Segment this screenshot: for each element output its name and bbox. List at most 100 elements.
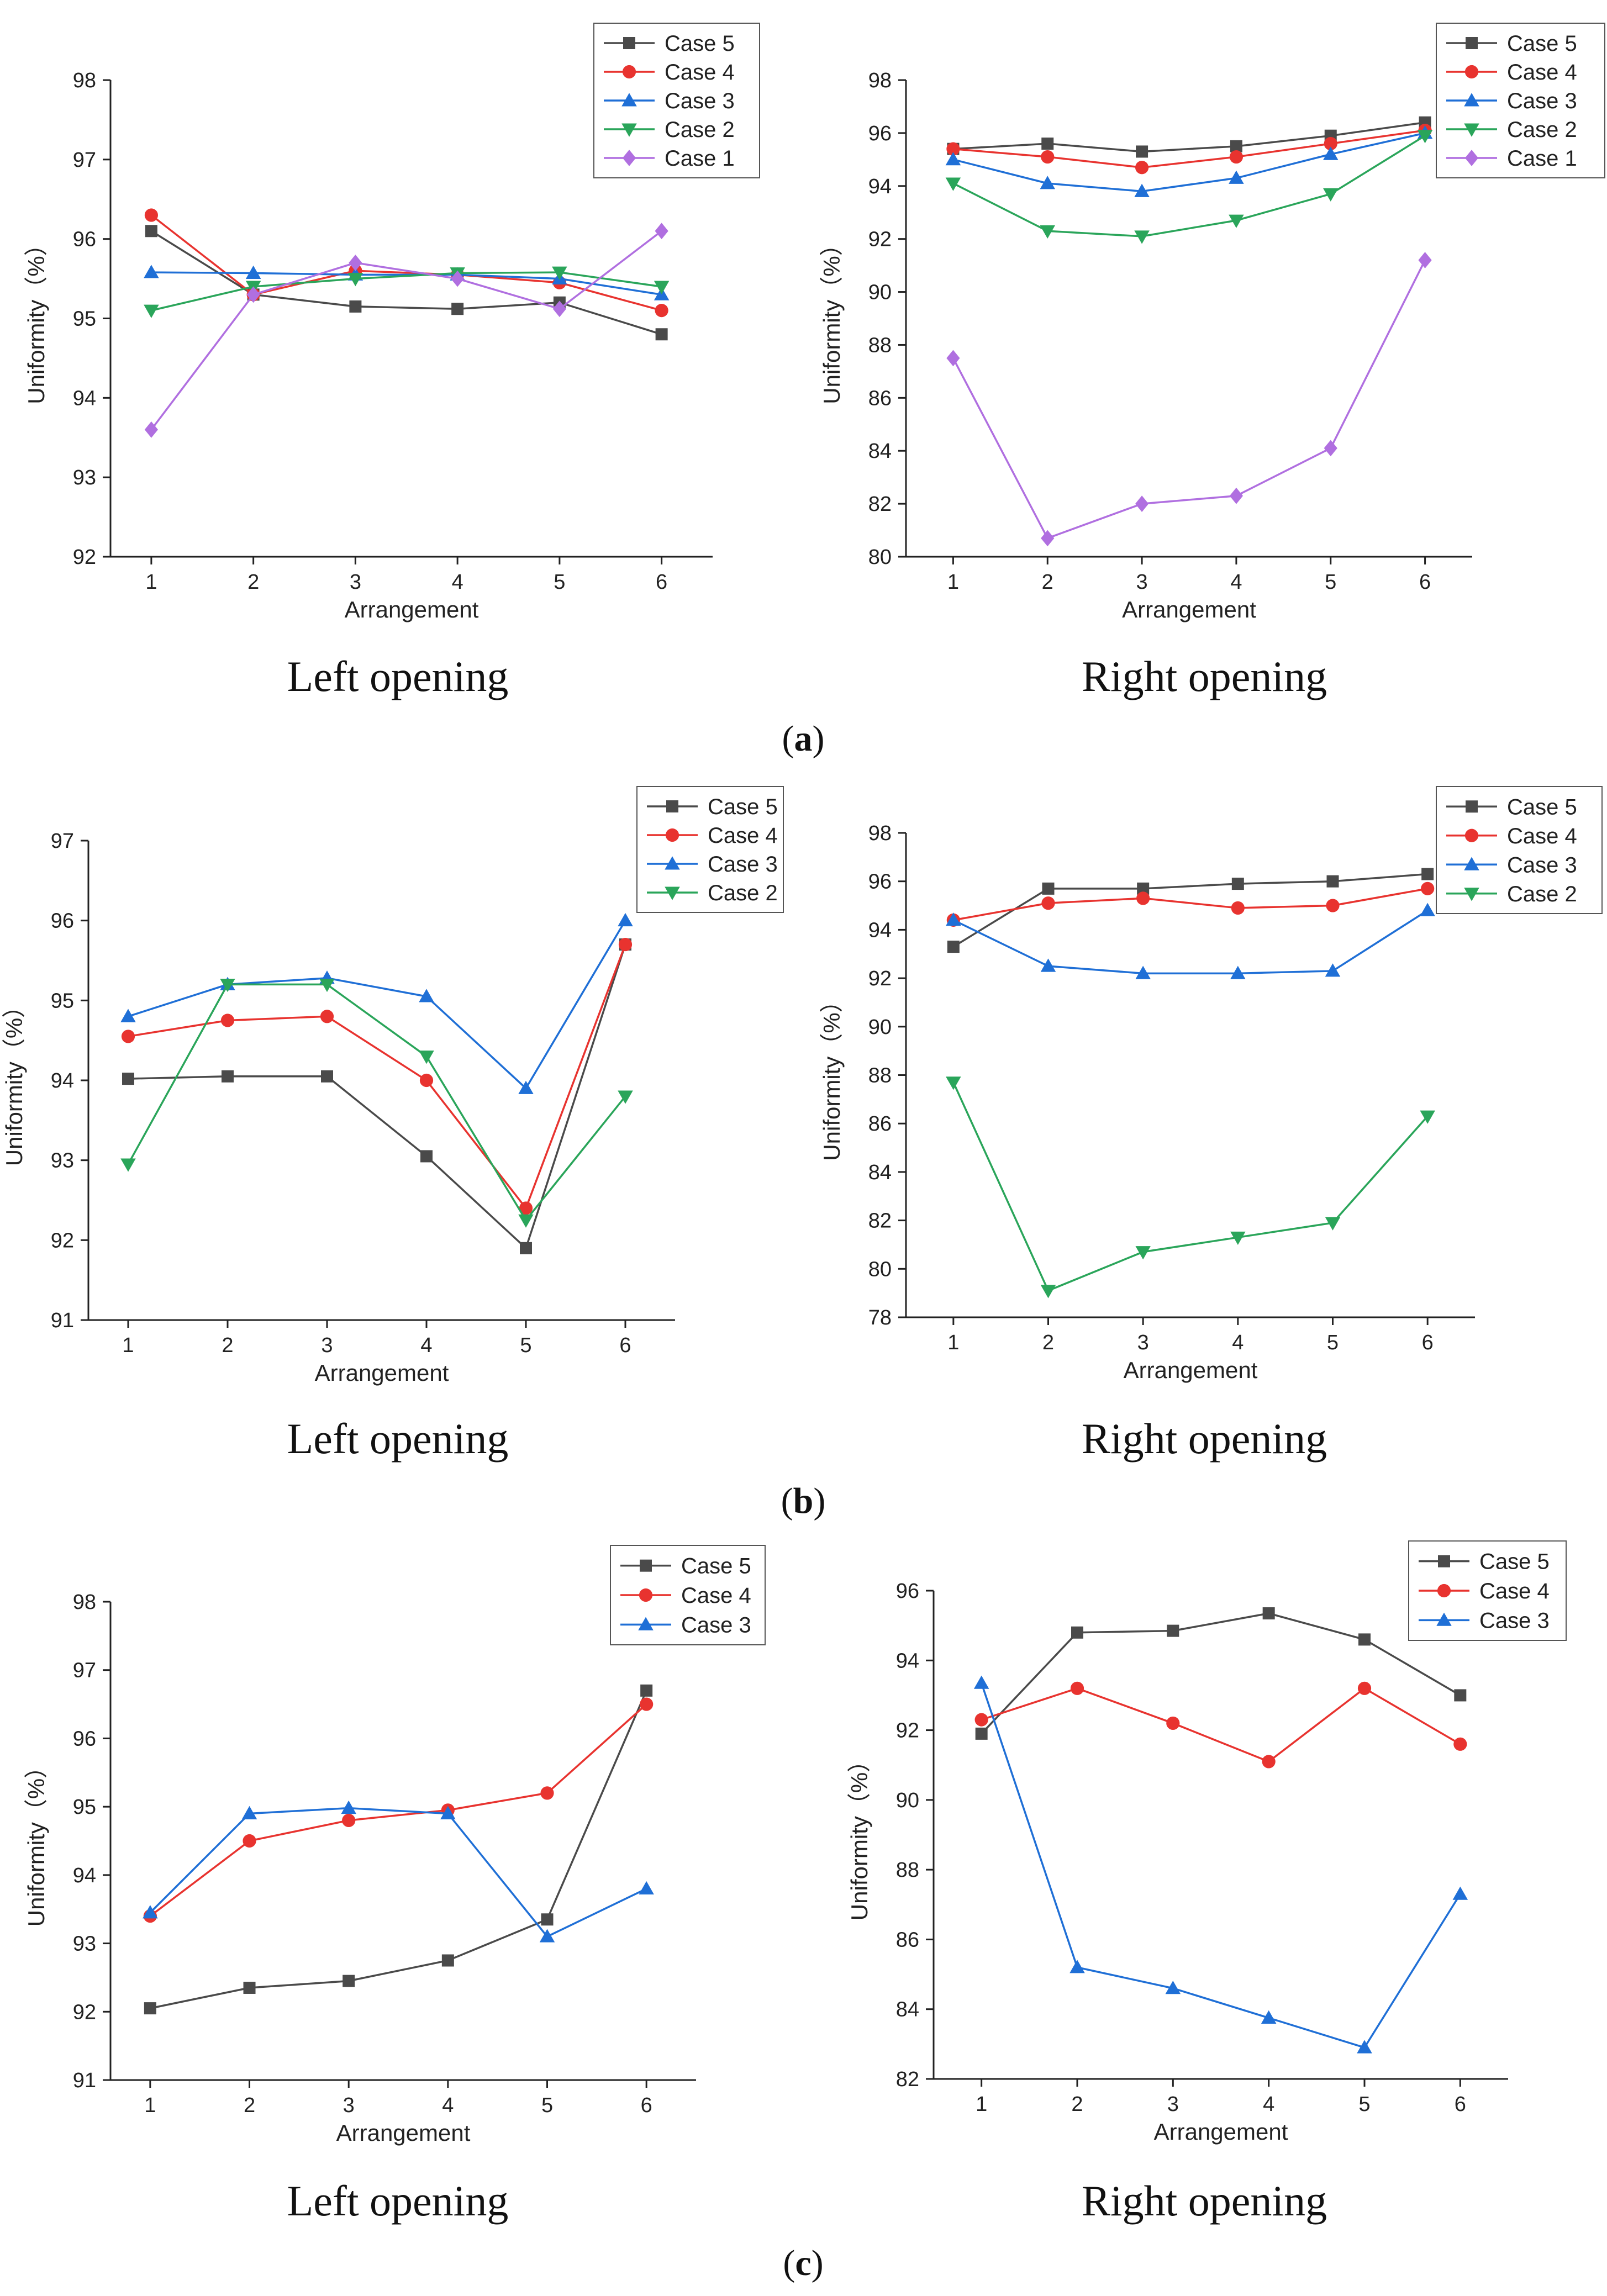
c-left-ytick-label: 94 (73, 1864, 96, 1887)
b-right-point-case5 (1326, 875, 1339, 888)
c-right-point-case4 (1070, 1681, 1084, 1695)
b-right-point-case2 (1420, 1110, 1435, 1124)
b-right-ytick-label: 92 (868, 967, 892, 990)
b-left-xlabel: Arrangement (315, 1360, 449, 1386)
b-left-point-case4 (320, 1010, 334, 1023)
caption-c-left: Left opening (287, 2177, 509, 2225)
panel-label-b-letter: b (793, 1481, 814, 1521)
a-left-ytick-label: 97 (73, 149, 96, 172)
c-right-point-case4 (1357, 1681, 1372, 1695)
a-right-ylabel: Uniformity（%） (819, 233, 845, 404)
c-right-legend-label: Case 3 (1479, 1608, 1550, 1633)
c-left-point-case3 (639, 1881, 654, 1895)
c-left-xtick-label: 3 (343, 2094, 355, 2117)
c-left-point-case3 (539, 1929, 555, 1943)
c-right-legend-label: Case 5 (1479, 1550, 1550, 1574)
b-right-ytick-label: 86 (868, 1112, 892, 1136)
c-left-xlabel: Arrangement (336, 2120, 471, 2146)
b-left-point-case5 (222, 1070, 234, 1083)
b-right-xtick-label: 3 (1137, 1331, 1149, 1354)
c-left-point-case3 (341, 1800, 356, 1814)
b-left-xtick-label: 3 (321, 1334, 333, 1357)
b-right-point-case3 (1230, 965, 1246, 979)
a-left-xtick-label: 4 (452, 571, 463, 594)
b-left-ytick-label: 93 (51, 1149, 74, 1173)
c-right-legend-marker (1436, 1612, 1452, 1626)
c-right-point-case3 (973, 1675, 989, 1689)
c-right-point-case5 (1071, 1626, 1083, 1639)
c-left-xtick-label: 2 (244, 2094, 255, 2117)
c-left-ytick-label: 92 (73, 2001, 96, 2024)
a-right-xtick-label: 1 (947, 571, 959, 594)
c-right-legend-marker (1437, 1584, 1451, 1598)
b-right-xtick-label: 4 (1232, 1331, 1244, 1354)
a-right-point-case5 (1136, 145, 1148, 158)
c-left-legend-label: Case 5 (681, 1554, 751, 1579)
c-right-line-case4 (981, 1687, 1461, 1763)
b-left-point-case5 (321, 1070, 333, 1083)
a-right-point-case2 (1040, 225, 1055, 239)
caption-b-right: Right opening (1081, 1414, 1327, 1463)
b-left-line-case2 (127, 983, 626, 1222)
a-right-point-case3 (945, 152, 961, 166)
a-left-point-case5 (349, 300, 362, 313)
c-right-legend-label: Case 4 (1479, 1579, 1550, 1603)
b-left-legend-label: Case 5 (708, 795, 778, 819)
c-right-ytick-label: 94 (896, 1649, 919, 1672)
a-left-point-case4 (655, 304, 668, 318)
b-right-point-case3 (1420, 902, 1435, 916)
b-left-point-case2 (518, 1214, 534, 1228)
b-left-point-case4 (419, 1073, 434, 1088)
a-right-point-case5 (1230, 140, 1242, 152)
b-right-legend-box (1436, 786, 1603, 914)
b-right-ytick-label: 98 (868, 822, 892, 845)
c-right-ytick-label: 88 (896, 1859, 919, 1882)
a-right-point-case1 (1041, 530, 1055, 547)
b-right-ytick-label: 78 (868, 1306, 892, 1329)
a-left-legend-label: Case 4 (665, 60, 735, 85)
c-right-xlabel: Arrangement (1154, 2119, 1288, 2145)
b-left-xtick-label: 6 (619, 1334, 631, 1357)
a-right-ytick-label: 88 (868, 334, 892, 357)
c-right-point-case4 (974, 1713, 988, 1727)
a-left-point-case5 (451, 303, 464, 315)
a-left-legend-marker (621, 93, 637, 107)
a-right-ytick-label: 86 (868, 387, 892, 410)
b-left-point-case3 (618, 912, 633, 927)
c-left-legend-label: Case 3 (681, 1613, 751, 1637)
b-left-point-case2 (319, 978, 335, 993)
a-left-ylabel: Uniformity（%） (23, 233, 49, 404)
a-right-line-case2 (952, 135, 1426, 237)
a-right-legend-marker (1464, 123, 1479, 137)
a-right-legend-marker (1464, 93, 1479, 107)
a-left-point-case1 (349, 254, 362, 271)
c-right-point-case3 (1452, 1886, 1468, 1900)
b-right-ytick-label: 96 (868, 870, 892, 894)
b-right-xlabel: Arrangement (1124, 1357, 1258, 1383)
c-left-legend-marker (638, 1617, 654, 1630)
b-left-point-case2 (419, 1051, 434, 1064)
a-right-ytick-label: 84 (868, 440, 892, 463)
c-right-ytick-label: 84 (896, 1998, 919, 2021)
a-right-point-case4 (1324, 136, 1337, 151)
a-left-point-case1 (552, 300, 566, 318)
a-right-legend-label: Case 4 (1507, 60, 1577, 85)
b-right-line-case5 (952, 873, 1428, 948)
b-left-line-case3 (128, 920, 626, 1090)
b-left-legend-marker (665, 886, 680, 900)
c-right-ytick-label: 96 (896, 1580, 919, 1603)
a-right-ytick-label: 80 (868, 546, 892, 569)
a-right-point-case2 (945, 177, 961, 191)
a-right-point-case5 (1041, 138, 1054, 150)
a-left-point-case3 (144, 265, 159, 278)
a-left-xlabel: Arrangement (345, 597, 479, 622)
c-left-xtick-label: 6 (641, 2094, 652, 2117)
a-right-point-case3 (1040, 176, 1055, 189)
a-right-legend-marker (1464, 65, 1479, 79)
b-right-point-case4 (1041, 896, 1055, 910)
b-left-legend-label: Case 4 (708, 824, 778, 848)
c-left-point-case5 (541, 1913, 554, 1926)
b-right-legend-label: Case 5 (1507, 795, 1577, 819)
c-right-xtick-label: 4 (1263, 2093, 1274, 2116)
b-left-ytick-label: 97 (51, 830, 74, 853)
